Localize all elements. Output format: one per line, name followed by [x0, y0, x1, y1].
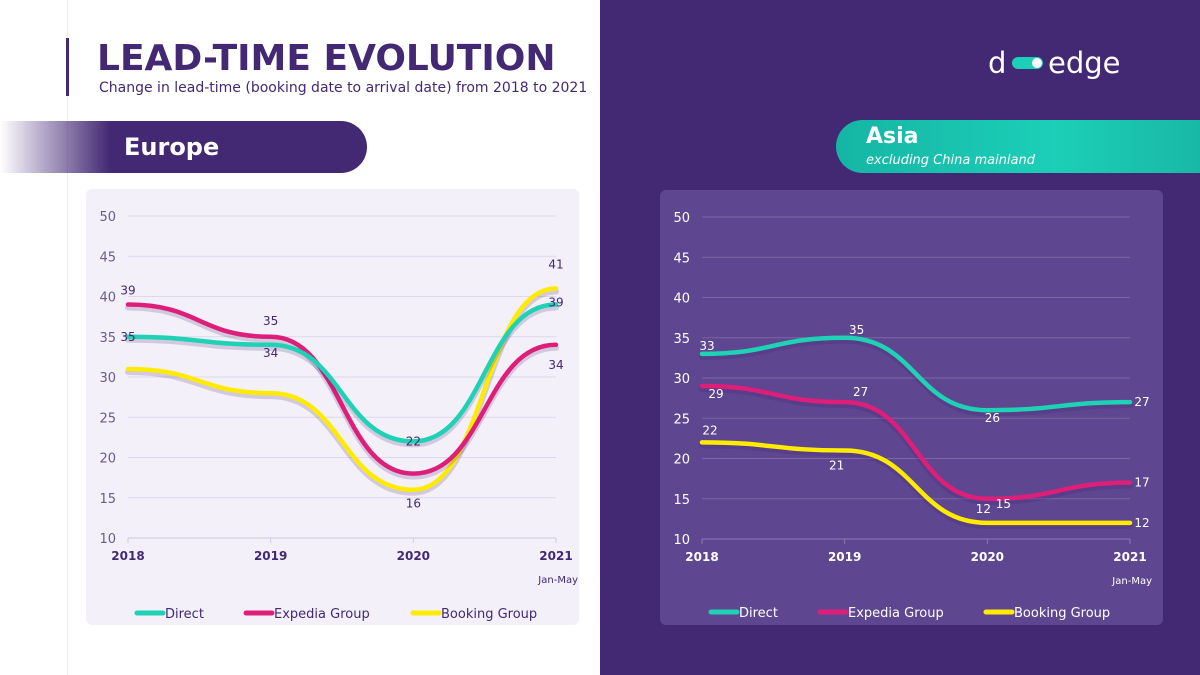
data-label: 41 [548, 257, 563, 271]
data-label: 17 [1134, 476, 1149, 490]
data-label: 34 [263, 346, 278, 360]
series-line-expedia-group [125, 302, 559, 476]
chart-card [660, 190, 1163, 625]
x-tick-label: 2021 [539, 549, 572, 563]
y-tick-label: 15 [673, 493, 690, 508]
svg-text:d: d [988, 46, 1006, 80]
data-label: 35 [849, 323, 864, 337]
y-tick-label: 20 [99, 452, 116, 467]
europe-banner [0, 121, 367, 173]
y-tick-label: 45 [673, 251, 690, 266]
data-label: 22 [406, 434, 421, 448]
data-label: 34 [548, 358, 563, 372]
y-tick-label: 35 [99, 331, 116, 346]
y-tick-label: 25 [673, 412, 690, 427]
y-tick-label: 30 [673, 372, 690, 387]
y-tick-label: 50 [673, 211, 690, 226]
data-label: 39 [548, 296, 563, 310]
series-line-direct [125, 302, 559, 444]
x-tick-label: 2018 [685, 550, 718, 564]
chart-card [86, 189, 579, 625]
legend-label-booking-group: Booking Group [441, 607, 537, 622]
y-tick-label: 15 [99, 492, 116, 507]
y-tick-label: 20 [673, 453, 690, 468]
data-label: 35 [263, 314, 278, 328]
y-tick-label: 45 [99, 250, 116, 265]
toggle-pill-icon [1012, 57, 1043, 69]
y-tick-label: 10 [99, 532, 116, 547]
data-label: 26 [985, 411, 1000, 425]
data-label: 39 [120, 284, 135, 298]
y-tick-label: 30 [99, 371, 116, 386]
data-label: 35 [120, 330, 135, 344]
data-label: 33 [699, 339, 714, 353]
legend-label-direct: Direct [165, 607, 204, 622]
svg-text:edge: edge [1048, 46, 1121, 80]
data-label: 21 [829, 458, 844, 472]
data-label: 27 [853, 385, 868, 399]
y-tick-label: 40 [673, 292, 690, 307]
asia-sublabel: excluding China mainland [866, 153, 1035, 168]
y-tick-label: 50 [99, 210, 116, 225]
x-tick-label: 2018 [111, 549, 144, 563]
x-tick-label: 2020 [397, 549, 430, 563]
series-line-booking-group [125, 286, 559, 492]
series-line-direct [699, 335, 1133, 413]
page-title: LEAD-TIME EVOLUTION [97, 38, 556, 79]
legend-label-direct: Direct [739, 606, 778, 621]
legend-label-expedia-group: Expedia Group [848, 606, 944, 621]
x-tick-label: 2019 [828, 550, 861, 564]
legend-label-booking-group: Booking Group [1014, 606, 1110, 621]
legend-label-expedia-group: Expedia Group [274, 607, 370, 622]
y-tick-label: 10 [673, 533, 690, 548]
series-line-booking-group [699, 440, 1133, 526]
x-tick-label: 2020 [971, 550, 1004, 564]
y-tick-label: 35 [673, 332, 690, 347]
x-tick-label: 2021 [1113, 550, 1146, 564]
x-sublabel: Jan-May [537, 575, 578, 586]
europe-label: Europe [124, 133, 220, 161]
data-label: 22 [702, 423, 717, 437]
data-label: 29 [708, 387, 723, 401]
y-tick-label: 25 [99, 411, 116, 426]
data-label: 15 [996, 497, 1011, 511]
d-edge-logo: d edge [988, 46, 1121, 80]
data-label: 16 [406, 497, 421, 511]
series-line-expedia-group [699, 383, 1133, 502]
y-tick-label: 40 [99, 291, 116, 306]
asia-banner [836, 120, 1200, 173]
left-margin-line [67, 0, 68, 675]
x-sublabel: Jan-May [1111, 576, 1152, 587]
page-subtitle: Change in lead-time (booking date to arr… [99, 80, 588, 96]
data-label: 12 [976, 502, 991, 516]
title-accent-bar [66, 38, 69, 96]
x-tick-label: 2019 [254, 549, 287, 563]
data-label: 12 [1134, 516, 1149, 530]
asia-label: Asia [866, 124, 919, 149]
data-label: 27 [1134, 395, 1149, 409]
